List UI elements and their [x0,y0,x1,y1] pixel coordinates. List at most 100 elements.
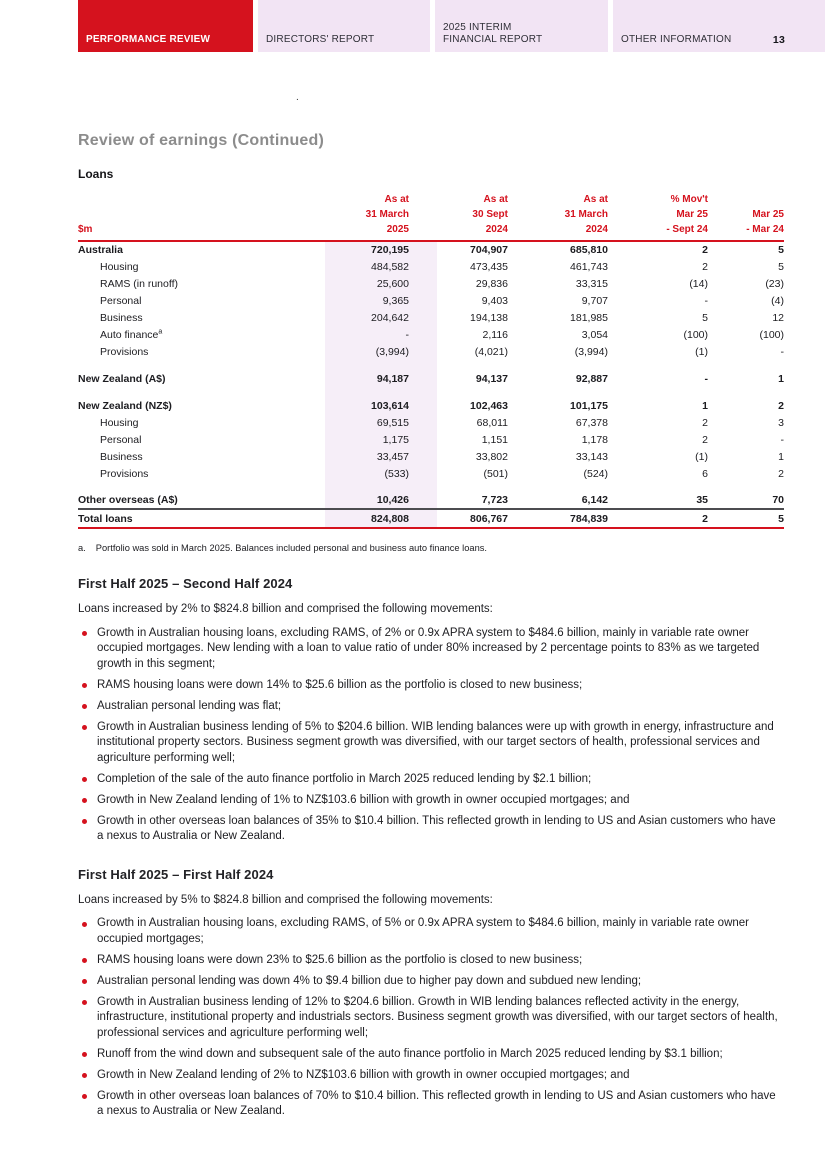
movement-bullet: Growth in New Zealand lending of 2% to N… [78,1068,784,1084]
section-heading: First Half 2025 – Second Half 2024 [78,576,293,591]
cell-value: - [704,372,709,385]
tab-label: DIRECTORS' REPORT [266,34,375,45]
cell-value: 2 [778,399,784,412]
section-intro: Loans increased by 2% to $824.8 billion … [78,603,493,615]
table-row: Business 33,457 33,802 33,143 (1) 1 [78,448,784,465]
cell-value: 5 [708,508,784,529]
row-label: Auto financea [100,328,163,341]
tab-label: 2025 INTERIM FINANCIAL REPORT [443,22,543,45]
cell-value: 3 [778,416,784,429]
section-1h25-1h24: First Half 2025 – First Half 2024 Loans … [78,867,784,1120]
movements-list: Growth in Australian housing loans, excl… [78,916,784,1120]
cell-value: 784,839 [508,508,608,529]
cell-value: 12 [772,311,784,324]
cell-value: 1,178 [581,433,608,446]
cell-value: 720,195 [325,241,437,258]
table-row: Australia 720,195 704,907 685,810 2 5 [78,241,784,258]
cell-value: 68,011 [476,416,508,429]
cell-value: 824,808 [325,508,437,529]
cell-value: 94,187 [325,370,437,387]
col-header: 30 Sept [472,209,508,220]
table-spacer-row [78,387,784,397]
col-header: 31 March [564,209,608,220]
loans-table-header: As at As at As at % Mov't 31 March 30 Se… [78,192,784,242]
tab-performance-review[interactable]: PERFORMANCE REVIEW [78,0,253,52]
col-header: % Mov't [670,194,708,205]
table-row: Housing 484,582 473,435 461,743 2 5 [78,258,784,275]
table-row: New Zealand (NZ$) 103,614 102,463 101,175 1 2 [78,397,784,414]
row-label: Australia [78,244,123,256]
col-header: As at [384,194,409,205]
cell-value: 9,707 [581,294,608,307]
cell-value: 2 [778,467,784,480]
movement-bullet: Completion of the sale of the auto finan… [78,772,784,788]
cell-value: 181,985 [570,311,608,324]
cell-value: 1 [702,399,708,412]
cell-value: 5 [778,244,784,256]
col-header: As at [583,194,608,205]
tab-interim-financial-report[interactable]: 2025 INTERIM FINANCIAL REPORT [435,0,608,52]
cell-value: (4,021) [474,345,508,358]
cell-value: (23) [765,277,784,290]
table-row: Other overseas (A$) 10,426 7,723 6,142 35 70 [78,492,784,509]
page-number: 13 [772,34,785,46]
loans-table-body: Australia 720,195 704,907 685,810 2 5 Housing 4… [78,241,785,529]
movement-bullet: Growth in Australian business lending of… [78,720,784,767]
col-header: 2024 [508,222,608,242]
cell-value: 102,463 [470,399,508,412]
tab-other-information[interactable]: OTHER INFORMATION 13 [613,0,825,52]
cell-value: 33,457 [325,448,437,465]
tab-label: PERFORMANCE REVIEW [86,34,211,45]
row-label: Provisions [100,467,149,480]
cell-value: 473,435 [470,260,508,273]
cell-value: 67,378 [575,416,608,429]
cell-value: 6,142 [581,494,608,506]
col-header: Mar 25 [752,209,784,220]
cell-value: 194,138 [470,311,508,324]
row-label: New Zealand (NZ$) [78,399,172,412]
table-row: RAMS (in runoff) 25,600 29,836 33,315 (14) (2… [78,275,784,292]
top-navigation: PERFORMANCE REVIEW DIRECTORS' REPORT 202… [0,0,825,52]
loans-section-label: Loans [78,167,114,181]
cell-value: 2 [702,416,708,429]
cell-value: 35 [696,494,708,506]
cell-value: 461,743 [570,260,608,273]
table-row: Provisions (3,994) (4,021) (3,994) (1) - [78,343,784,360]
cell-value: 5 [778,260,784,273]
row-label: Other overseas (A$) [78,494,178,506]
col-header: - Sept 24 [608,222,708,242]
cell-value: 103,614 [325,397,437,414]
movement-bullet: Australian personal lending was down 4% … [78,974,784,990]
cell-value: 3,054 [581,328,608,341]
cell-value: 33,143 [575,450,608,463]
cell-value: 685,810 [570,244,608,256]
movement-bullet: RAMS housing loans were down 14% to $25.… [78,678,784,694]
table-spacer-row [78,360,784,370]
cell-value: (100) [759,328,784,341]
cell-value: 92,887 [575,372,608,385]
cell-value: - [704,294,709,307]
stray-period-mark: . [296,92,299,103]
table-row: Total loans 824,808 806,767 784,839 2 5 [78,508,784,529]
cell-value: 69,515 [325,414,437,431]
footnote-marker: a. [78,543,86,553]
cell-value: - [780,433,785,446]
table-spacer-row [78,482,784,492]
cell-value: 25,600 [325,275,437,292]
footnote-reference: a [158,328,163,335]
tab-directors-report[interactable]: DIRECTORS' REPORT [258,0,430,52]
cell-value: (533) [325,465,437,482]
cell-value: (3,994) [574,345,608,358]
col-header: 2025 [325,222,437,242]
cell-value: 9,403 [481,294,508,307]
movements-list: Growth in Australian housing loans, excl… [78,626,784,845]
col-header: 2024 [437,222,508,242]
row-label: Housing [100,416,139,429]
cell-value: 204,642 [325,309,437,326]
col-header [708,192,784,207]
cell-value: 94,137 [475,372,508,385]
cell-value: 70 [772,494,784,506]
cell-value: (501) [483,467,508,480]
row-label: Personal [100,294,142,307]
cell-value: 1,151 [481,433,508,446]
